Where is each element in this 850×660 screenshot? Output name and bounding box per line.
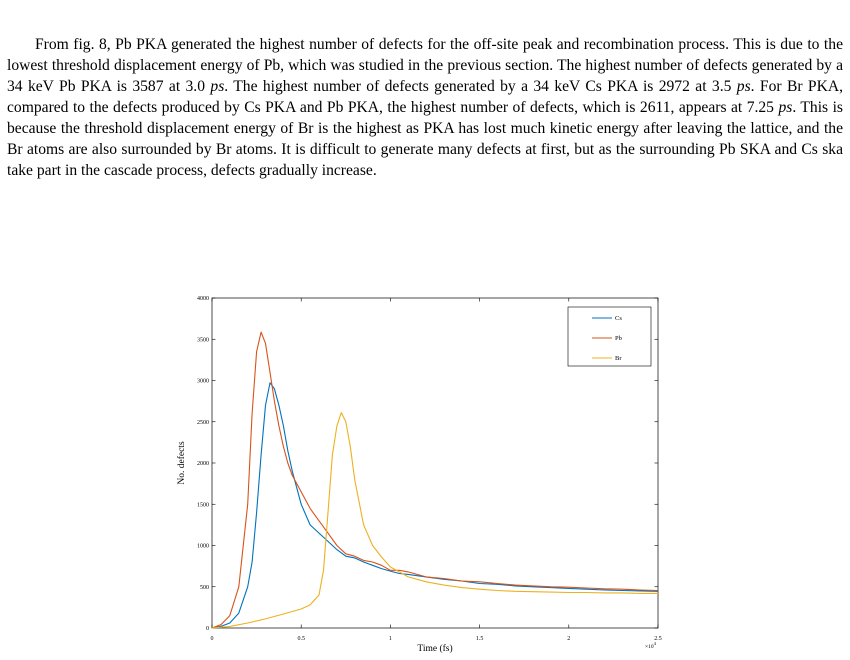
paragraph-text-1: From fig. 8, Pb PKA generated the highes… (7, 36, 843, 95)
x-tick-label: 1.5 (476, 636, 484, 642)
series-line-br (211, 412, 658, 629)
x-axis-multiplier: ×104 (645, 641, 657, 650)
legend-label-br: Br (615, 355, 622, 362)
y-tick-label: 3500 (197, 337, 209, 343)
axis-ticks: 0 0.5 1 1.5 2 2.5 0 500 1000 1500 2000 2500 3000 3500… (197, 296, 662, 642)
y-tick-label: 1000 (197, 544, 209, 550)
x-tick-label: 0 (211, 636, 214, 642)
y-tick-label: 4000 (197, 296, 209, 302)
plot-area (211, 297, 659, 629)
y-axis-label: No. defects (176, 441, 187, 485)
y-tick-label: 0 (206, 626, 209, 632)
paragraph-text-3: . For Br PKA, compared to the defects pr… (7, 78, 843, 116)
y-tick-label: 500 (200, 585, 209, 591)
series-line-pb (211, 331, 659, 629)
legend-label-cs: Cs (615, 315, 622, 322)
chart-legend: Cs Pb Br (567, 306, 652, 367)
paragraph-unit-2: ps (736, 78, 751, 95)
legend-box (567, 306, 652, 367)
y-tick-label: 1500 (197, 502, 209, 508)
x-tick-label: 2.5 (654, 636, 662, 642)
x-tick-label: 2 (567, 636, 570, 642)
plot-axes-box (211, 297, 659, 629)
paragraph-text-2: . The highest number of defects generate… (224, 78, 737, 95)
x-axis-multiplier-base: ×10 (645, 644, 654, 650)
paragraph-unit-3: ps (778, 99, 793, 116)
x-tick-label: 1 (389, 636, 392, 642)
series-lines (211, 331, 659, 629)
paragraph-unit-1: ps (210, 78, 225, 95)
y-tick-label: 3000 (197, 379, 209, 385)
legend-label-pb: Pb (615, 335, 622, 342)
series-line-cs (211, 382, 659, 629)
body-paragraph: From fig. 8, Pb PKA generated the highes… (7, 34, 843, 181)
x-axis-multiplier-exponent: 4 (654, 641, 657, 646)
y-tick-label: 2500 (197, 420, 209, 426)
x-tick-label: 0.5 (297, 636, 305, 642)
x-axis-label: Time (fs) (417, 643, 452, 654)
paragraph-text-4: . This is because the threshold displace… (7, 99, 843, 179)
y-tick-label: 2000 (197, 461, 209, 467)
